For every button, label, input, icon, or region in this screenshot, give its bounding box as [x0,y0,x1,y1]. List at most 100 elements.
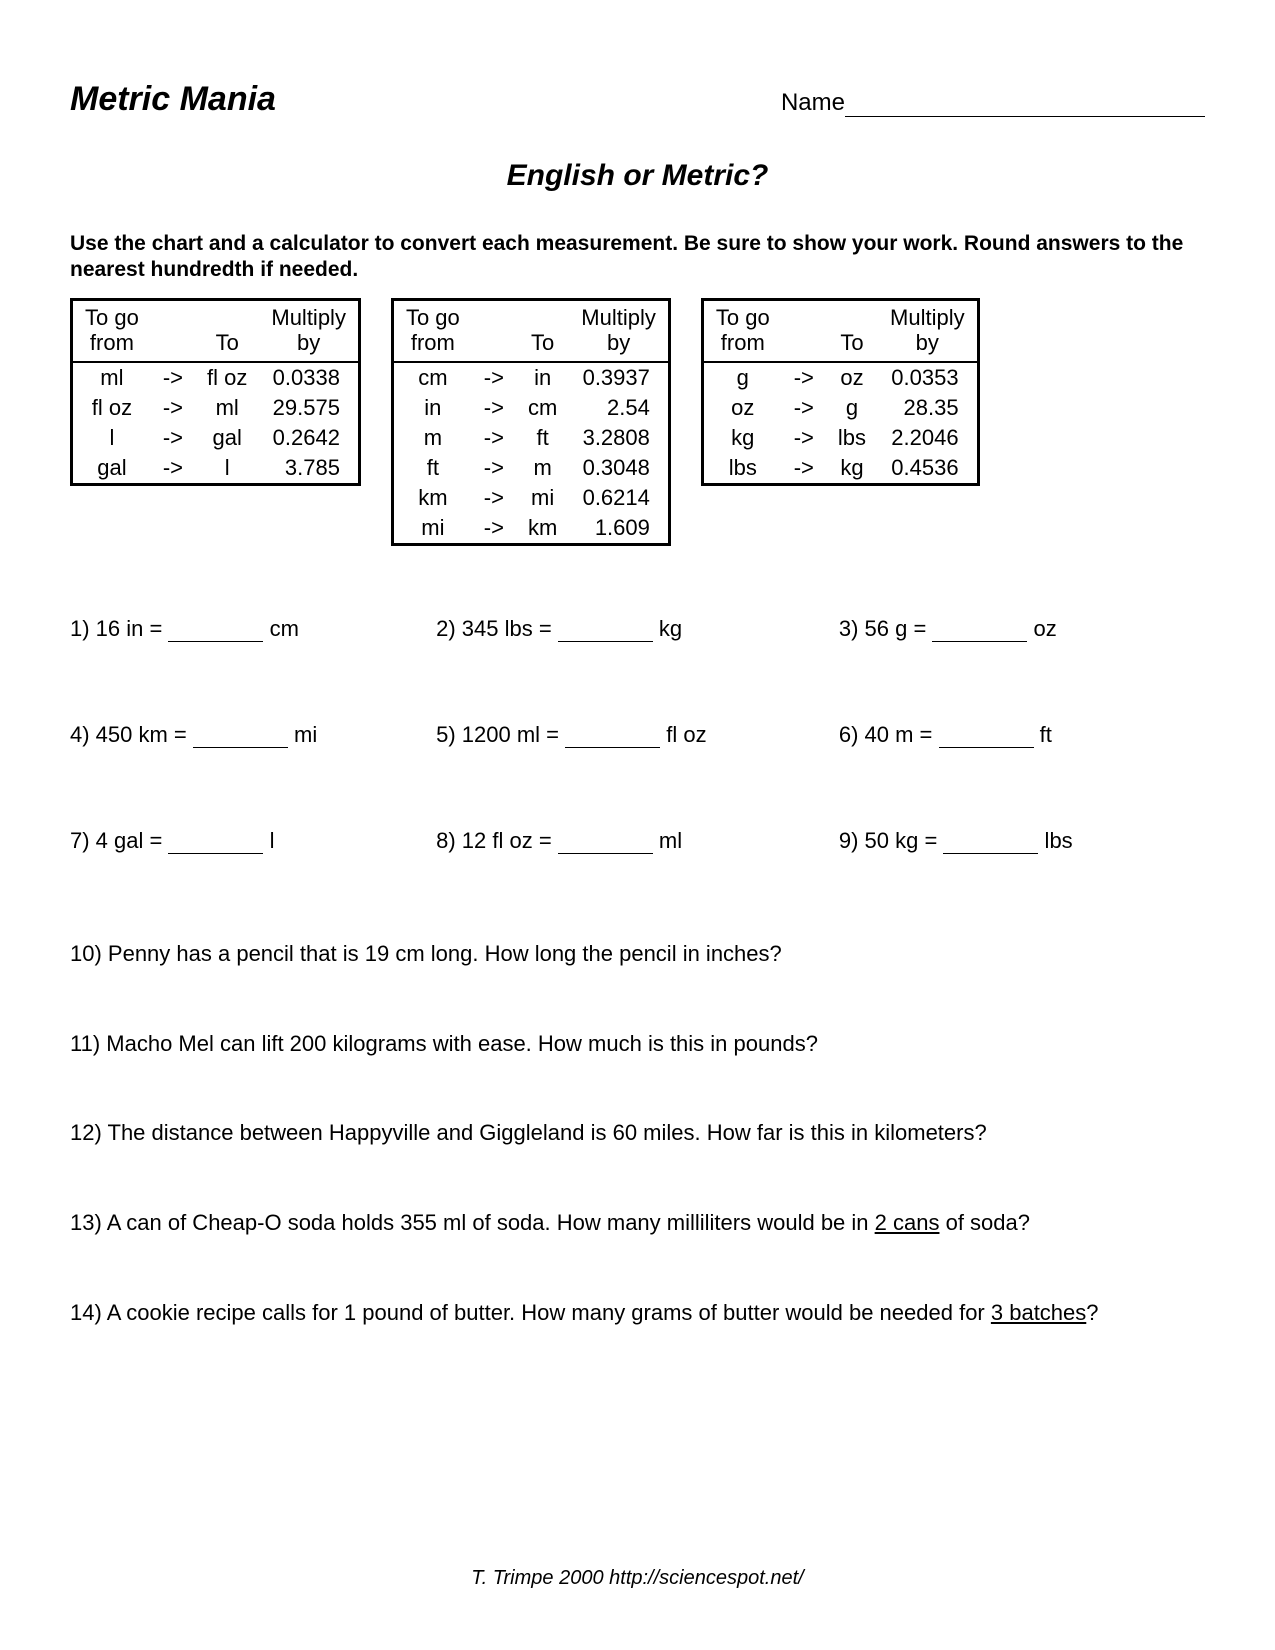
table-cell: in [516,362,569,393]
col-to: To [826,299,878,362]
table-cell: -> [472,423,516,453]
answer-blank[interactable] [193,747,288,748]
col-from: To gofrom [392,299,471,362]
col-arrow [151,299,195,362]
conversion-table-volume: To gofrom To Multiplyby ml->fl oz0.0338f… [70,298,361,487]
problem-8: 8) 12 fl oz = ml [436,828,839,854]
table-cell: m [392,423,471,453]
table-cell: 3.785 [259,453,359,485]
col-mult: Multiplyby [259,299,359,362]
table-row: oz->g28.35 [702,393,978,423]
table-row: in->cm2.54 [392,393,669,423]
table-cell: mi [516,483,569,513]
table-row: cm->in0.3937 [392,362,669,393]
table-cell: 29.575 [259,393,359,423]
problem-6: 6) 40 m = ft [839,722,1205,748]
problem-3: 3) 56 g = oz [839,616,1205,642]
table-cell: 28.35 [878,393,978,423]
problem-9: 9) 50 kg = lbs [839,828,1205,854]
table-row: fl oz->ml29.575 [72,393,360,423]
table-row: kg->lbs2.2046 [702,423,978,453]
table-cell: -> [151,362,195,393]
table-cell: oz [826,362,878,393]
table-cell: 0.3048 [569,453,669,483]
answer-blank[interactable] [943,853,1038,854]
conversion-tables-row: To gofrom To Multiplyby ml->fl oz0.0338f… [70,298,1205,547]
answer-blank[interactable] [932,641,1027,642]
header-row: Metric Mania Name [70,80,1205,119]
table-cell: -> [151,393,195,423]
problem-13: 13) A can of Cheap-O soda holds 355 ml o… [70,1208,1205,1238]
table-row: g->oz0.0353 [702,362,978,393]
col-to: To [516,299,569,362]
conversion-table-mass: To gofrom To Multiplyby g->oz0.0353oz->g… [701,298,980,487]
problem-11: 11) Macho Mel can lift 200 kilograms wit… [70,1029,1205,1059]
table-cell: 0.0353 [878,362,978,393]
table-cell: -> [472,513,516,545]
table-row: ml->fl oz0.0338 [72,362,360,393]
table-cell: -> [782,362,826,393]
table-cell: 0.4536 [878,453,978,485]
col-arrow [472,299,516,362]
table-row: km->mi0.6214 [392,483,669,513]
table-cell: km [392,483,471,513]
table-cell: in [392,393,471,423]
answer-blank[interactable] [168,853,263,854]
table-cell: lbs [826,423,878,453]
table-cell: fl oz [195,362,259,393]
problems-grid: 1) 16 in = cm2) 345 lbs = kg3) 56 g = oz… [70,616,1205,854]
answer-blank[interactable] [939,747,1034,748]
problem-1: 1) 16 in = cm [70,616,436,642]
name-blank-line[interactable] [845,116,1205,117]
col-from: To gofrom [702,299,781,362]
table-cell: 3.2808 [569,423,669,453]
table-row: lbs->kg0.4536 [702,453,978,485]
table-cell: km [516,513,569,545]
problem-5: 5) 1200 ml = fl oz [436,722,839,748]
table-cell: gal [72,453,151,485]
table-row: gal->l3.785 [72,453,360,485]
table-cell: 1.609 [569,513,669,545]
worksheet-title: Metric Mania [70,80,276,119]
table-cell: 0.3937 [569,362,669,393]
answer-blank[interactable] [168,641,263,642]
col-arrow [782,299,826,362]
table-cell: l [195,453,259,485]
table-cell: ft [516,423,569,453]
table-row: l->gal0.2642 [72,423,360,453]
col-from: To gofrom [72,299,151,362]
instructions: Use the chart and a calculator to conver… [70,231,1205,284]
problem-4: 4) 450 km = mi [70,722,436,748]
table-cell: lbs [702,453,781,485]
problem-12: 12) The distance between Happyville and … [70,1118,1205,1148]
table-cell: -> [151,453,195,485]
table-cell: ml [72,362,151,393]
table-cell: ft [392,453,471,483]
answer-blank[interactable] [558,641,653,642]
table-cell: l [72,423,151,453]
table-row: m->ft3.2808 [392,423,669,453]
answer-blank[interactable] [558,853,653,854]
table-cell: -> [782,423,826,453]
table-cell: cm [516,393,569,423]
table-cell: cm [392,362,471,393]
name-field: Name [781,89,1205,117]
table-cell: mi [392,513,471,545]
problem-14: 14) A cookie recipe calls for 1 pound of… [70,1298,1205,1328]
col-mult: Multiplyby [569,299,669,362]
col-mult: Multiplyby [878,299,978,362]
table-cell: 2.2046 [878,423,978,453]
table-cell: -> [472,393,516,423]
table-cell: oz [702,393,781,423]
table-cell: m [516,453,569,483]
name-label: Name [781,89,845,116]
problem-2: 2) 345 lbs = kg [436,616,839,642]
answer-blank[interactable] [565,747,660,748]
subtitle: English or Metric? [70,159,1205,193]
table-cell: 0.0338 [259,362,359,393]
table-cell: -> [151,423,195,453]
table-cell: g [826,393,878,423]
footer-credit: T. Trimpe 2000 http://sciencespot.net/ [0,1567,1275,1590]
table-row: ft->m0.3048 [392,453,669,483]
problem-10: 10) Penny has a pencil that is 19 cm lon… [70,939,1205,969]
